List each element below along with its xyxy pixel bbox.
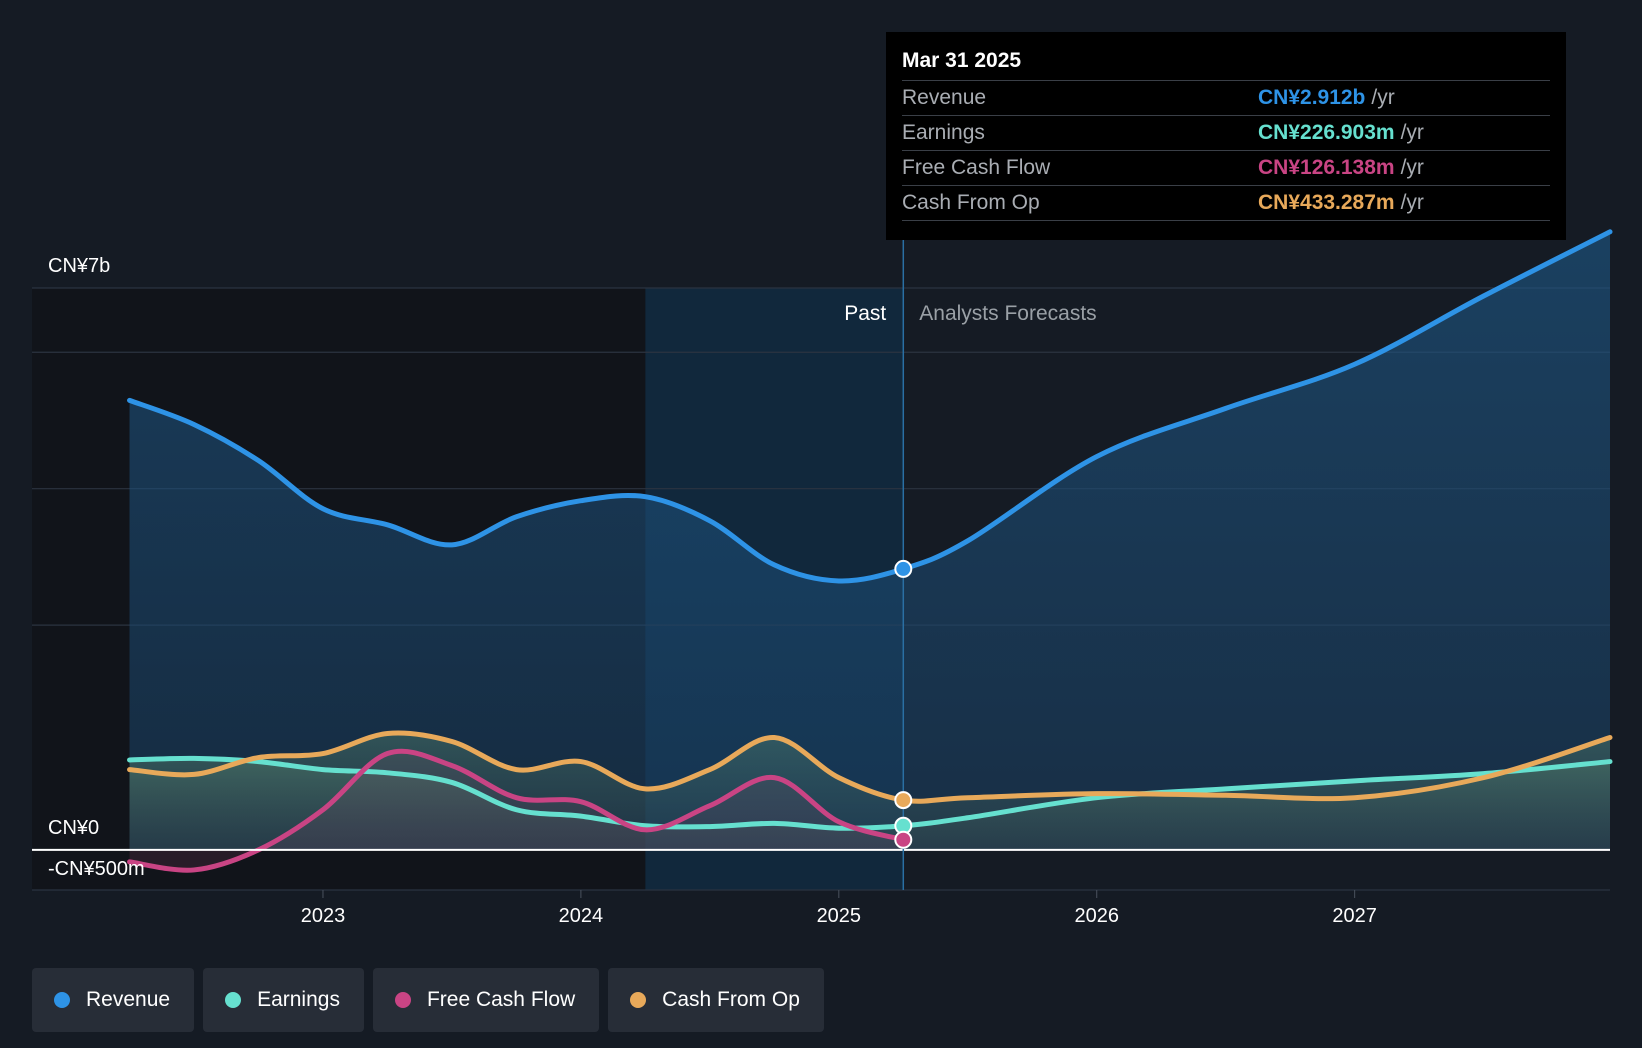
forecast-label: Analysts Forecasts	[919, 302, 1096, 325]
y-axis-zero-label: CN¥0	[48, 817, 99, 839]
legend-label: Cash From Op	[662, 988, 800, 1011]
tooltip-row-revenue: Revenue CN¥2.912b /yr	[902, 80, 1550, 115]
tooltip-row-name: Free Cash Flow	[902, 156, 1051, 179]
free-cash-flow-dot-icon	[394, 992, 411, 1008]
tooltip-row-earnings: Earnings CN¥226.903m /yr	[902, 115, 1550, 150]
legend-item-revenue[interactable]: Revenue	[32, 968, 195, 1032]
y-axis-bottom-label: -CN¥500m	[48, 858, 145, 880]
series-line-cash-from-op	[127, 730, 1613, 804]
earnings-dot-icon	[225, 992, 242, 1008]
marker-revenue	[894, 559, 913, 578]
tooltip-row-unit: /yr	[1400, 156, 1424, 179]
tooltip-row-cash-from-op: Cash From Op CN¥433.287m /yr	[902, 185, 1550, 221]
marker-cash-from-op	[894, 791, 913, 810]
legend: Revenue Earnings Free Cash Flow Cash Fro…	[32, 968, 824, 1032]
tooltip-row-unit: /yr	[1400, 121, 1424, 144]
legend-item-earnings[interactable]: Earnings	[203, 968, 364, 1032]
series-line-earnings	[127, 755, 1613, 831]
legend-label: Revenue	[86, 988, 171, 1011]
legend-label: Free Cash Flow	[426, 988, 576, 1011]
x-tick-label: 2024	[559, 905, 604, 927]
cash-from-op-dot-icon	[630, 992, 647, 1008]
tooltip-row-value: CN¥2.912b	[1258, 86, 1366, 109]
tooltip-row-unit: /yr	[1400, 191, 1424, 214]
past-label: Past	[844, 302, 886, 325]
marker-free-cash-flow	[894, 830, 913, 849]
legend-item-cash-from-op[interactable]: Cash From Op	[608, 968, 824, 1032]
legend-label: Earnings	[257, 988, 340, 1011]
tooltip-row-name: Earnings	[902, 121, 985, 144]
tooltip-date: Mar 31 2025	[902, 49, 1022, 72]
tooltip-row-name: Cash From Op	[902, 191, 1040, 214]
tooltip-row-unit: /yr	[1371, 86, 1395, 109]
hover-markers	[894, 559, 913, 849]
series-line-revenue	[127, 229, 1613, 584]
revenue-dot-icon	[54, 992, 70, 1008]
tooltip-row-value: CN¥126.138m	[1258, 156, 1395, 179]
legend-item-free-cash-flow[interactable]: Free Cash Flow	[372, 968, 600, 1032]
x-tick-label: 2023	[301, 905, 346, 927]
series-area-revenue	[129, 231, 1611, 850]
x-axis-ticks: 2023 2024 2025 2026 2027	[301, 890, 1377, 927]
x-tick-label: 2027	[1332, 905, 1377, 927]
x-tick-label: 2025	[817, 905, 862, 927]
tooltip-row-free-cash-flow: Free Cash Flow CN¥126.138m /yr	[902, 150, 1550, 185]
tooltip-row-value: CN¥226.903m	[1258, 121, 1395, 144]
tooltip-row-value: CN¥433.287m	[1258, 191, 1395, 214]
y-axis-top-label: CN¥7b	[48, 255, 110, 277]
tooltip: Mar 31 2025 Revenue CN¥2.912b /yr Earnin…	[886, 32, 1566, 240]
tooltip-row-name: Revenue	[902, 86, 987, 109]
x-tick-label: 2026	[1074, 905, 1119, 927]
